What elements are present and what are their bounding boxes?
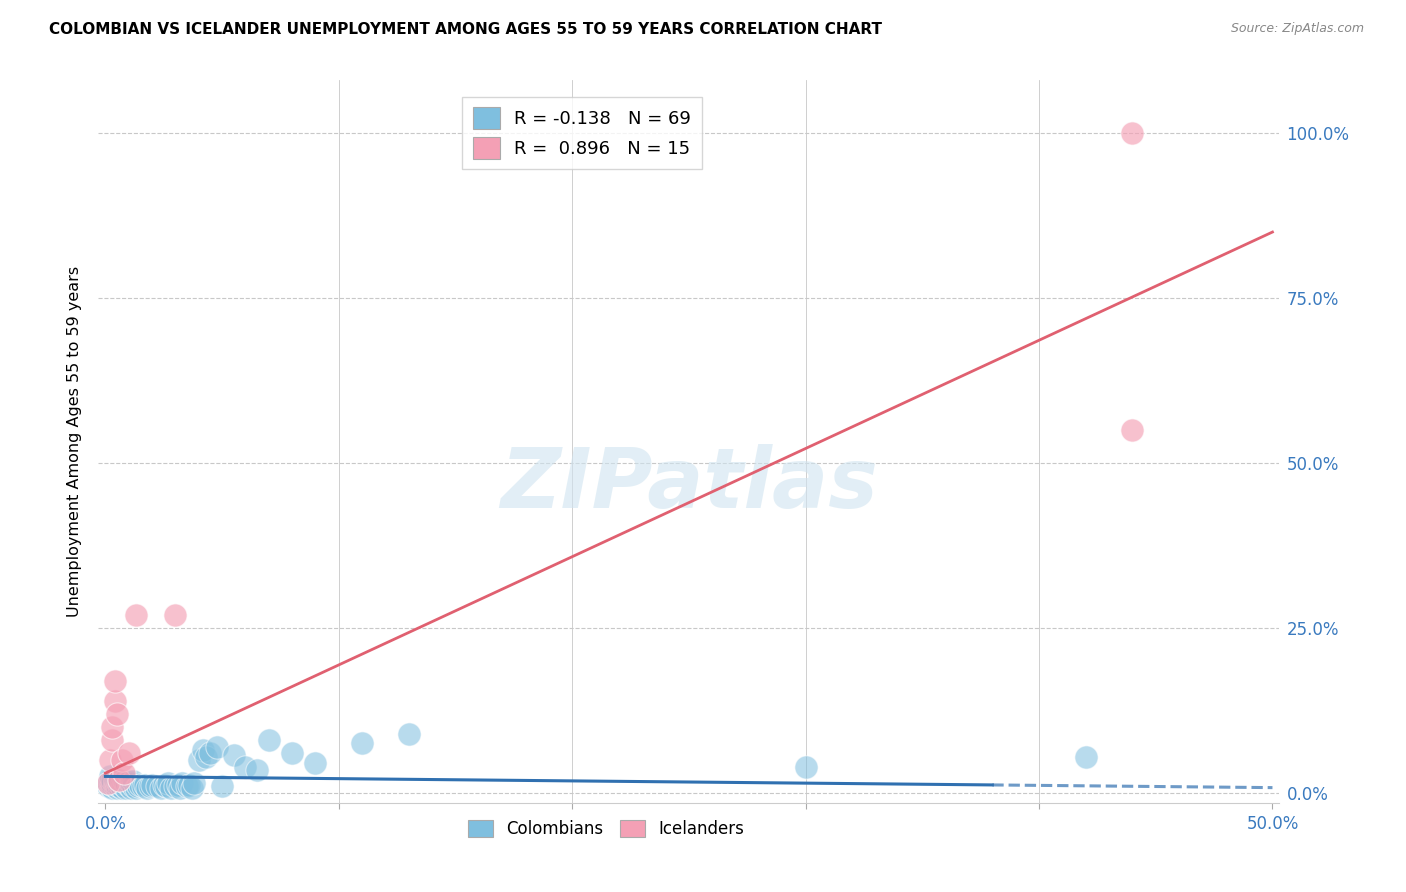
Point (105, 706, 128, 721)
Point (155, 780, 177, 794)
Point (108, 780, 131, 794)
Point (125, 780, 148, 795)
Point (120, 780, 142, 795)
Point (101, 780, 124, 795)
Point (101, 720, 124, 734)
Point (118, 747, 141, 761)
Point (122, 780, 145, 794)
Point (101, 772, 124, 787)
Point (134, 778, 156, 792)
Text: ZIPatlas: ZIPatlas (501, 444, 877, 525)
Point (125, 607, 148, 622)
Point (235, 759, 257, 773)
Text: COLOMBIAN VS ICELANDER UNEMPLOYMENT AMONG AGES 55 TO 59 YEARS CORRELATION CHART: COLOMBIAN VS ICELANDER UNEMPLOYMENT AMON… (49, 22, 882, 37)
Point (105, 780, 128, 795)
Point (122, 774, 145, 789)
Point (104, 673, 127, 688)
Point (257, 733, 280, 747)
Point (97, 780, 120, 794)
Point (159, 780, 181, 795)
Y-axis label: Unemployment Among Ages 55 to 59 years: Unemployment Among Ages 55 to 59 years (67, 266, 83, 617)
Point (111, 776, 134, 790)
Point (165, 607, 187, 622)
Point (172, 776, 194, 790)
Point (207, 739, 229, 754)
Point (101, 776, 124, 790)
Point (97, 776, 120, 790)
Point (1074, 749, 1097, 764)
Point (211, 780, 233, 794)
Point (104, 780, 127, 794)
Point (150, 780, 173, 795)
Point (187, 753, 209, 767)
Point (794, 759, 817, 773)
Point (141, 778, 163, 792)
Point (222, 747, 245, 762)
Point (98, 769, 121, 783)
Point (108, 772, 131, 787)
Point (179, 778, 201, 792)
Point (105, 778, 128, 792)
Point (1121, 126, 1143, 140)
Point (136, 780, 159, 795)
Point (104, 772, 127, 787)
Point (98, 753, 121, 767)
Point (118, 780, 141, 794)
Point (193, 743, 215, 757)
Point (183, 776, 205, 790)
Point (132, 780, 155, 794)
Point (115, 776, 138, 790)
Point (112, 766, 135, 780)
Point (98, 776, 121, 790)
Legend: Colombians, Icelanders: Colombians, Icelanders (461, 814, 751, 845)
Point (97, 776, 120, 790)
Point (157, 776, 180, 790)
Point (105, 774, 128, 789)
Point (98, 780, 121, 794)
Text: Source: ZipAtlas.com: Source: ZipAtlas.com (1230, 22, 1364, 36)
Point (200, 747, 222, 761)
Point (352, 736, 374, 750)
Point (180, 780, 202, 795)
Point (108, 776, 131, 790)
Point (146, 780, 169, 794)
Point (112, 774, 135, 789)
Point (165, 780, 187, 794)
Point (127, 780, 149, 794)
Point (139, 780, 162, 794)
Point (129, 778, 152, 792)
Point (281, 747, 304, 761)
Point (166, 778, 188, 792)
Point (98, 772, 121, 787)
Point (152, 778, 174, 792)
Point (104, 693, 127, 707)
Point (104, 776, 127, 790)
Point (169, 780, 191, 795)
Point (1121, 423, 1143, 437)
Point (111, 753, 134, 767)
Point (108, 772, 131, 787)
Point (194, 749, 217, 764)
Point (115, 780, 138, 795)
Point (118, 774, 141, 789)
Point (398, 726, 420, 740)
Point (111, 780, 134, 795)
Point (112, 780, 135, 794)
Point (304, 756, 326, 771)
Point (176, 780, 198, 794)
Point (101, 733, 124, 747)
Point (120, 776, 142, 790)
Point (101, 778, 124, 792)
Point (246, 763, 269, 777)
